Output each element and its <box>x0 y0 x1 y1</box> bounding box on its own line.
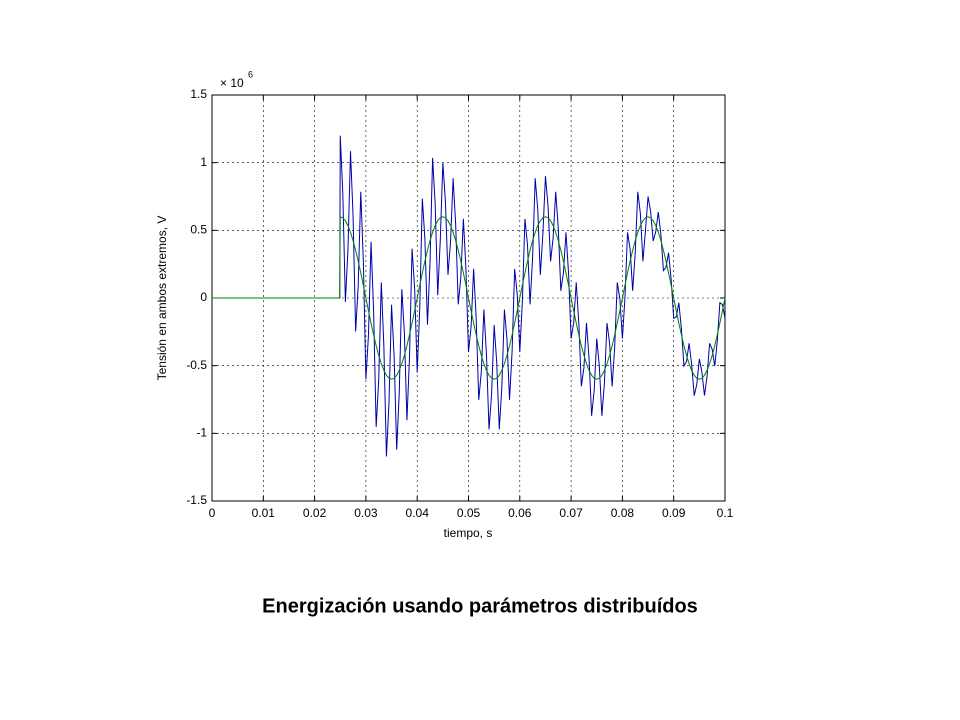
x-tick-label: 0.06 <box>508 506 532 520</box>
y-scale-label: × 10 <box>220 76 244 90</box>
y-tick-label: -1.5 <box>186 493 207 507</box>
y-tick-label: -0.5 <box>186 358 207 372</box>
x-tick-label: 0.03 <box>354 506 378 520</box>
y-scale-exponent: 6 <box>248 69 253 79</box>
caption: Energización usando parámetros distribuí… <box>262 595 698 617</box>
x-tick-label: 0.04 <box>406 506 430 520</box>
y-tick-label: 0.5 <box>190 223 207 237</box>
x-tick-label: 0.02 <box>303 506 327 520</box>
x-tick-label: 0.01 <box>252 506 276 520</box>
y-tick-label: 1 <box>200 155 207 169</box>
series-line <box>212 216 726 380</box>
y-tick-label: 1.5 <box>190 87 207 101</box>
x-axis-label: tiempo, s <box>444 526 493 540</box>
y-axis-label: Tensión en ambos extremos, V <box>155 216 169 381</box>
x-tick-label: 0 <box>209 506 216 520</box>
x-tick-label: 0.09 <box>662 506 686 520</box>
series-line <box>212 135 726 457</box>
y-tick-label: -1 <box>196 426 207 440</box>
y-tick-label: 0 <box>200 290 207 304</box>
x-tick-label: 0.07 <box>559 506 583 520</box>
x-tick-label: 0.1 <box>717 506 734 520</box>
x-tick-label: 0.08 <box>611 506 635 520</box>
x-tick-label: 0.05 <box>457 506 481 520</box>
